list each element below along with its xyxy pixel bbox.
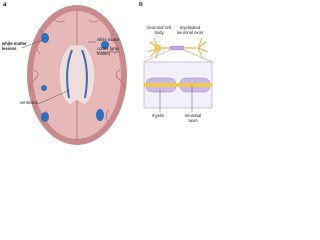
central-structures — [58, 44, 96, 106]
figure: a white matter lesions white matter cort… — [0, 0, 218, 150]
lesions — [41, 33, 109, 122]
panel-label: b — [139, 2, 143, 8]
cell-body — [154, 44, 162, 52]
leader-lines — [21, 39, 120, 105]
label: white matter — [97, 37, 120, 42]
label: myelinated neuronal axon — [176, 25, 204, 35]
zoom-lines — [143, 49, 213, 63]
panel-label: a — [3, 2, 7, 8]
myelin-segment — [169, 45, 185, 51]
label: neuronal axon — [184, 113, 202, 123]
ventricle — [66, 49, 73, 99]
ventricle — [81, 49, 88, 99]
label: myelin — [152, 113, 165, 118]
label: ventricles — [20, 100, 38, 105]
label: white matter lesions — [2, 41, 27, 51]
label: neuronal cell body — [147, 25, 171, 35]
label: cortex (grey matter) — [97, 46, 120, 56]
drawing — [21, 5, 213, 145]
myelinated-axon-detail — [144, 77, 212, 93]
